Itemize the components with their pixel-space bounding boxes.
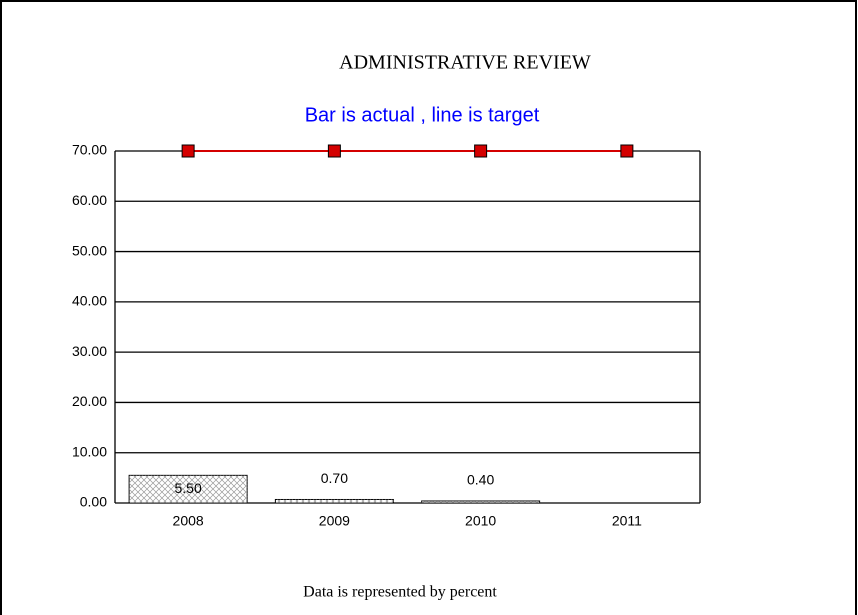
y-tick-label: 40.00 [72, 293, 107, 309]
footer: Data is represented by percent [303, 584, 497, 601]
data-label: 0.40 [467, 472, 494, 488]
x-tick-label: 2009 [319, 513, 350, 529]
bar-hatch [421, 500, 540, 503]
data-label: 5.50 [175, 480, 202, 496]
line-marker [620, 144, 634, 158]
y-tick-label: 60.00 [72, 192, 107, 208]
chart-subtitle: Bar is actual , line is target [305, 104, 540, 126]
y-tick-label: 30.00 [72, 343, 107, 359]
x-tick-label: 2010 [465, 513, 496, 529]
y-tick-label: 0.00 [80, 494, 107, 510]
x-tick-label: 2008 [173, 513, 204, 529]
line-marker [327, 144, 341, 158]
y-tick-label: 50.00 [72, 242, 107, 258]
chart-title: ADMINISTRATIVE REVIEW [339, 52, 591, 74]
bar-hatch [129, 475, 248, 503]
line-marker [181, 144, 195, 158]
data-label: 0.70 [321, 470, 348, 486]
y-tick-label: 10.00 [72, 443, 107, 459]
y-tick-label: 70.00 [72, 142, 107, 158]
x-tick-label: 2011 [612, 513, 642, 529]
bar-hatch [275, 499, 394, 503]
y-tick-label: 20.00 [72, 393, 107, 409]
line-marker [474, 144, 488, 158]
